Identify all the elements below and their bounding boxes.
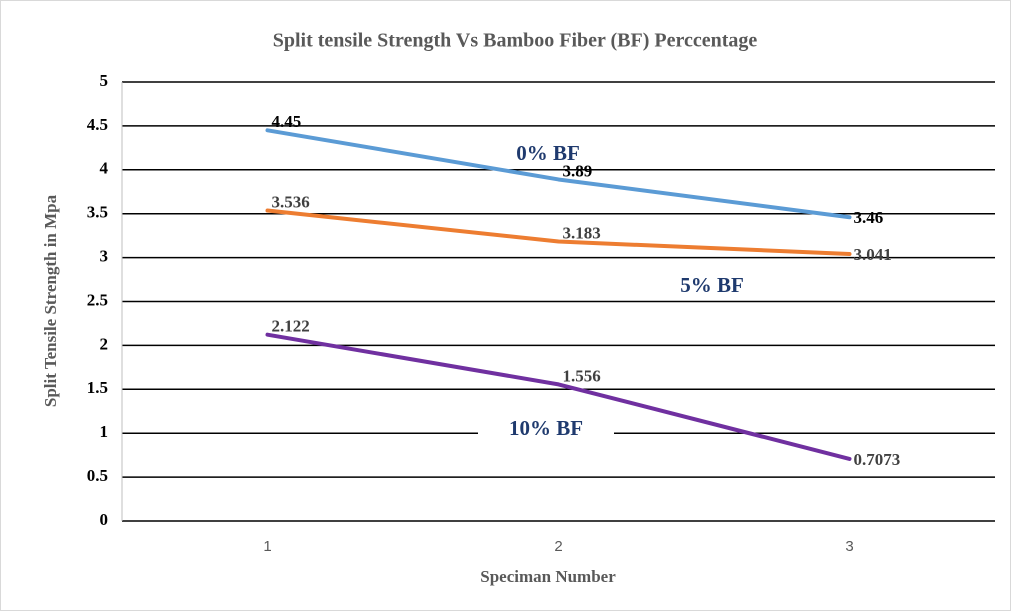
series-name: 0% BF — [516, 141, 580, 165]
y-tick-label: 5 — [100, 71, 109, 90]
series-line — [265, 332, 852, 461]
series-line — [265, 128, 852, 220]
y-tick-label: 2.5 — [87, 290, 108, 309]
y-tick-label: 0 — [100, 510, 109, 529]
y-tick-label: 2 — [100, 334, 109, 353]
data-label: 3.46 — [854, 208, 884, 227]
x-axis-title: Speciman Number — [480, 567, 616, 586]
data-label: 1.556 — [563, 366, 601, 385]
y-tick-label: 3.5 — [87, 203, 108, 222]
y-tick-label: 0.5 — [87, 466, 108, 485]
chart-title: Split tensile Strength Vs Bamboo Fiber (… — [273, 30, 758, 52]
y-tick-label: 1.5 — [87, 378, 108, 397]
x-tick-label: 2 — [554, 538, 562, 555]
series-line — [265, 208, 852, 256]
y-tick-label: 4.5 — [87, 115, 108, 134]
data-label: 4.45 — [272, 112, 302, 131]
data-label: 3.89 — [563, 161, 593, 180]
x-tick-label: 1 — [263, 538, 271, 555]
data-label: 3.041 — [854, 245, 892, 264]
data-label: 3.183 — [563, 223, 601, 242]
x-tick-label: 3 — [845, 538, 853, 555]
series-name-bg — [478, 416, 614, 444]
y-axis-title: Split Tensile Strength in Mpa — [41, 194, 60, 407]
series-name: 10% BF — [509, 416, 583, 440]
data-label: 2.122 — [272, 317, 310, 336]
data-label: 0.7073 — [854, 450, 901, 469]
y-tick-label: 4 — [100, 159, 109, 178]
y-tick-label: 1 — [100, 422, 109, 441]
data-label: 3.536 — [272, 192, 310, 211]
y-tick-label: 3 — [100, 247, 109, 266]
series-name: 5% BF — [680, 273, 744, 297]
